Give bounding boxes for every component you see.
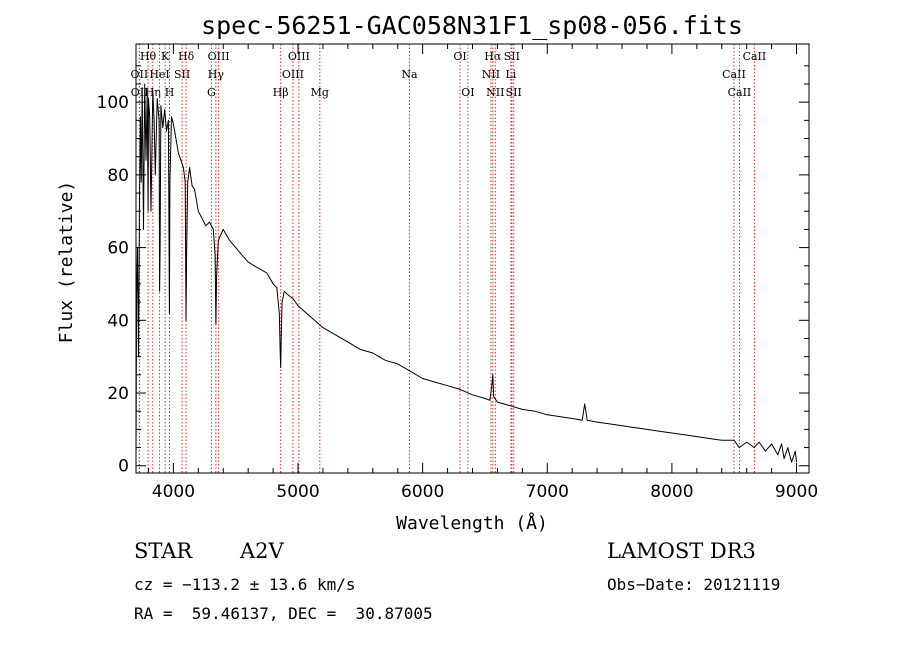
spectrum-series (135, 83, 797, 463)
spectral-line-label: NII (482, 68, 500, 81)
object-class: STAR (134, 539, 193, 563)
spectral-line-label: H (165, 86, 175, 99)
spectral-line-label: G (207, 86, 216, 99)
spectral-line-label: SII (174, 68, 190, 81)
chart-title: spec-56251-GAC058N31F1_sp08-056.fits (201, 11, 743, 40)
spectral-line-label: OI (453, 50, 466, 63)
x-tick-label: 9000 (775, 482, 818, 502)
spectral-line-label: Hα (484, 50, 502, 63)
x-tick-label: 6000 (401, 482, 444, 502)
spectral-line-label: Mg (311, 86, 329, 99)
x-tick-label: 5000 (276, 482, 319, 502)
spectral-line-label: CaII (728, 86, 752, 99)
spectral-line-label: OIII (288, 50, 310, 63)
spectral-line-label: K (161, 50, 170, 63)
x-tick-label: 7000 (526, 482, 569, 502)
y-tick-label: 80 (107, 166, 129, 186)
y-tick-label: 100 (97, 93, 129, 113)
x-axis-label: Wavelength (Å) (396, 512, 548, 534)
x-tick-label: 4000 (152, 482, 195, 502)
spectral-line-label: OIII (282, 68, 304, 81)
spectral-line-label: CaII (722, 68, 746, 81)
spectral-line-label: Li (505, 68, 516, 81)
object-subclass: A2V (240, 539, 284, 563)
survey-name: LAMOST DR3 (607, 539, 756, 563)
y-axis-label: Flux (relative) (56, 181, 77, 344)
plot-frame (135, 43, 810, 474)
axis-ticks: 4000 5000 6000 7000 8000 9000 0 20 40 60 80 100 (97, 44, 818, 502)
y-tick-label: 60 (107, 239, 129, 259)
spectral-line-label: Hθ (140, 50, 157, 63)
x-tick-label: 8000 (650, 482, 693, 502)
spectral-line-label: Hδ (178, 50, 195, 63)
y-tick-label: 20 (107, 384, 129, 404)
spectral-line-label: HeI (149, 68, 169, 81)
spectral-line-label: OIII (208, 50, 230, 63)
velocity-readout: cz = −113.2 ± 13.6 km/s (134, 575, 356, 594)
spectral-line-label: OII (131, 86, 149, 99)
spectral-line-label: OI (461, 86, 474, 99)
spectral-line-label: OII (131, 68, 149, 81)
spectral-line-label: Hγ (208, 68, 225, 81)
spectral-line-label: Na (401, 68, 418, 81)
spectral-line-label: CaII (743, 50, 767, 63)
spectral-line-label: NII (486, 86, 504, 99)
observation-date: Obs−Date: 20121119 (607, 575, 781, 594)
y-tick-label: 40 (107, 311, 129, 331)
y-tick-label: 0 (118, 457, 129, 477)
coordinates-readout: RA = 59.46137, DEC = 30.87005 (134, 604, 433, 623)
spectral-line-label: SII (504, 50, 520, 63)
spectrum-line (135, 83, 797, 463)
spectral-line-label: SII (506, 86, 522, 99)
spectral-line-label: Hβ (273, 86, 289, 99)
